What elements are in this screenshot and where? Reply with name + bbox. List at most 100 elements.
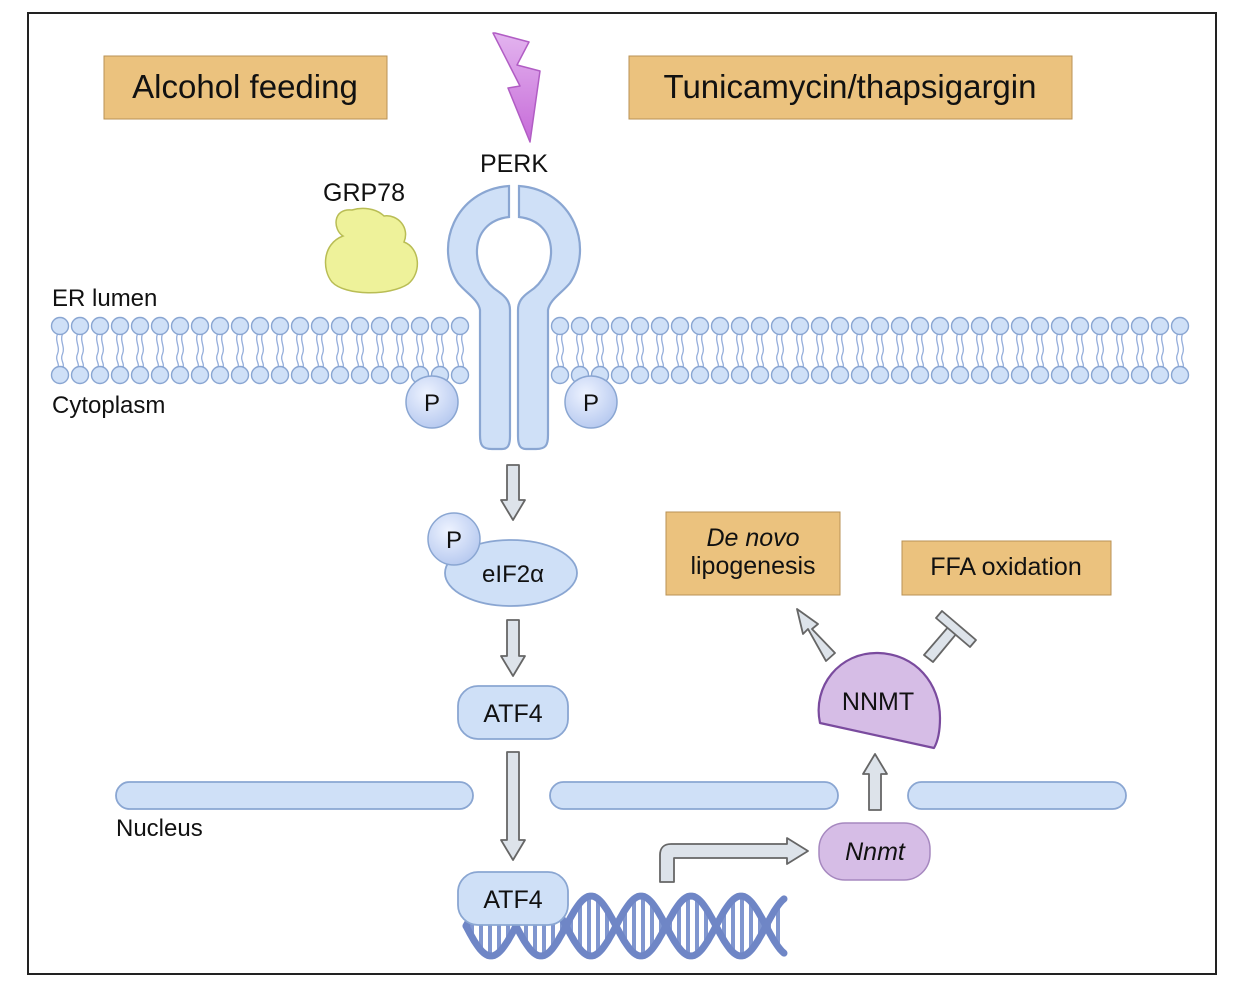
diagram-frame <box>27 12 1217 975</box>
lipid-molecule <box>1030 316 1050 385</box>
lipid-molecule <box>610 316 630 385</box>
lipid-molecule <box>290 316 310 385</box>
lipid-molecule <box>250 316 270 385</box>
nucleus-label: Nucleus <box>116 815 203 842</box>
lipid-molecule <box>970 316 990 385</box>
lipid-molecule <box>1010 316 1030 385</box>
lipid-molecule <box>1130 316 1150 385</box>
grp78-label: GRP78 <box>323 179 405 207</box>
dna-strand-b <box>462 892 788 960</box>
arrow-nnmt-to-lipogenesis <box>796 608 836 662</box>
nnmt-protein: NNMT <box>817 651 942 750</box>
lipid-molecule <box>230 316 250 385</box>
lipid-molecule <box>850 316 870 385</box>
alcohol-feeding-box: Alcohol feeding <box>103 55 388 120</box>
svg-text:P: P <box>446 527 462 554</box>
lipid-molecule <box>370 316 390 385</box>
lipid-molecule <box>910 316 930 385</box>
lipid-molecule <box>810 316 830 385</box>
eif2a-protein: P eIF2α <box>427 512 578 607</box>
lipid-molecule <box>630 316 650 385</box>
perk-label: PERK <box>480 150 548 178</box>
lipid-molecule <box>1150 316 1170 385</box>
lipid-molecule <box>270 316 290 385</box>
lipid-molecule <box>70 316 90 385</box>
perk-right-monomer <box>516 184 582 451</box>
lipid-molecule <box>650 316 670 385</box>
atf4-nucleus-label: ATF4 <box>483 886 542 914</box>
lipid-molecule <box>50 316 70 385</box>
nnmt-gene-label: Nnmt <box>845 838 906 866</box>
perk-left-monomer <box>446 184 512 451</box>
lipid-molecule <box>1170 316 1190 385</box>
lipid-molecule <box>190 316 210 385</box>
alcohol-feeding-label: Alcohol feeding <box>132 68 358 105</box>
lipid-molecule <box>950 316 970 385</box>
lipogenesis-label: lipogenesis <box>690 552 815 580</box>
lipid-molecule <box>350 316 370 385</box>
lipid-molecule <box>550 316 570 385</box>
lipid-molecule <box>750 316 770 385</box>
lipid-molecule <box>730 316 750 385</box>
perk-right-phospho: P <box>564 375 618 429</box>
tunicamycin-thapsigargin-label: Tunicamycin/thapsigargin <box>664 68 1037 105</box>
lipid-molecule <box>110 316 130 385</box>
lipid-molecule <box>1050 316 1070 385</box>
arrow-perk-to-eif2a <box>500 464 526 521</box>
lipid-molecule <box>1090 316 1110 385</box>
er-membrane-bilayer <box>50 316 1190 385</box>
nuclear-envelope-right <box>907 781 1127 810</box>
lipid-molecule <box>330 316 350 385</box>
lipid-molecule <box>710 316 730 385</box>
stress-lightning-icon <box>492 32 541 143</box>
perk-left-phospho: P <box>405 375 459 429</box>
eif2a-phospho <box>427 512 481 566</box>
de-novo-label: De novo <box>706 524 799 552</box>
nnmt-protein-label: NNMT <box>842 688 914 716</box>
lipid-molecule <box>130 316 150 385</box>
lipid-molecule <box>390 316 410 385</box>
tunicamycin-thapsigargin-box: Tunicamycin/thapsigargin <box>628 55 1073 120</box>
svg-text:P: P <box>583 390 599 417</box>
arrow-nnmt-translation <box>862 753 888 811</box>
lipid-molecule <box>930 316 950 385</box>
lipid-molecule <box>210 316 230 385</box>
transcription-arrow <box>659 837 809 883</box>
lipid-molecule <box>150 316 170 385</box>
lipid-molecule <box>670 316 690 385</box>
svg-text:P: P <box>424 390 440 417</box>
nuclear-envelope <box>115 781 1127 810</box>
atf4-cytoplasm-label: ATF4 <box>483 700 542 728</box>
cytoplasm-label: Cytoplasm <box>52 392 165 419</box>
lipid-molecule <box>1110 316 1130 385</box>
atf4-nucleus: ATF4 <box>457 871 569 926</box>
arrow-eif2a-to-atf4 <box>500 619 526 677</box>
ffa-oxidation-box: FFA oxidation <box>901 540 1112 596</box>
de-novo-lipogenesis-box: De novo lipogenesis <box>665 511 841 596</box>
lipid-molecule <box>890 316 910 385</box>
lipid-molecule <box>170 316 190 385</box>
lipid-molecule <box>790 316 810 385</box>
atf4-cytoplasm: ATF4 <box>457 685 569 740</box>
nuclear-envelope-middle <box>549 781 839 810</box>
eif2a-label: eIF2α <box>482 561 544 588</box>
inhibition-nnmt-ffa <box>923 610 977 663</box>
lipid-molecule <box>690 316 710 385</box>
er-lumen-label: ER lumen <box>52 285 157 312</box>
ffa-oxidation-label: FFA oxidation <box>930 553 1081 581</box>
arrow-atf4-to-nucleus <box>500 751 526 861</box>
grp78-chaperone-shape <box>324 207 418 294</box>
perk-receptor <box>446 184 582 451</box>
lipid-molecule <box>770 316 790 385</box>
lipid-molecule <box>1070 316 1090 385</box>
lipid-molecule <box>450 316 470 385</box>
lipid-molecule <box>830 316 850 385</box>
nuclear-envelope-left <box>115 781 474 810</box>
lipid-molecule <box>90 316 110 385</box>
nnmt-gene: Nnmt <box>818 822 931 881</box>
lipid-molecule <box>990 316 1010 385</box>
dna-double-helix <box>462 892 788 960</box>
lipid-molecule <box>870 316 890 385</box>
